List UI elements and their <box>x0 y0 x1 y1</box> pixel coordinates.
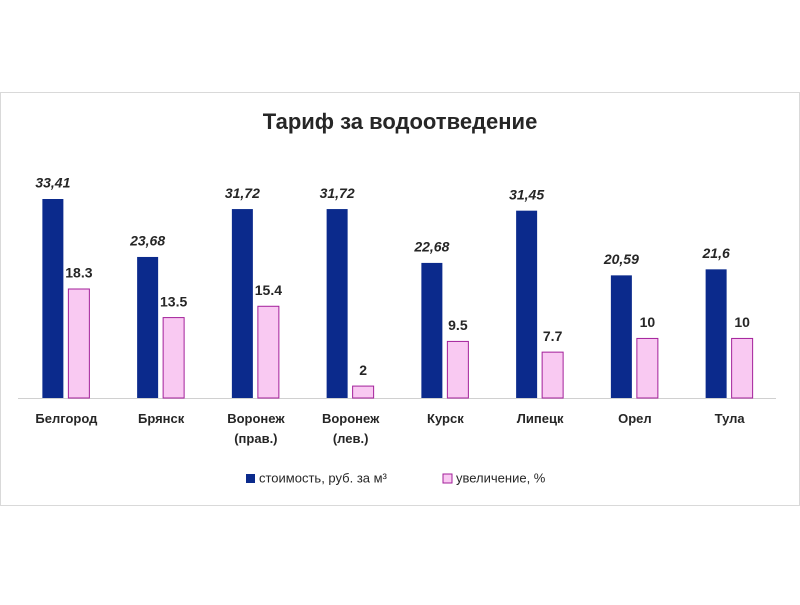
bar <box>137 256 159 398</box>
bar <box>257 305 280 399</box>
value-label: 22,68 <box>413 239 449 255</box>
value-label: 10 <box>640 314 656 330</box>
legend-label: стоимость, руб. за м³ <box>259 470 388 485</box>
value-label: 9.5 <box>448 317 468 333</box>
value-label: 20,59 <box>603 251 639 267</box>
bar <box>162 317 185 399</box>
value-label: 13.5 <box>160 293 187 309</box>
value-label: 23,68 <box>129 233 165 249</box>
value-label: 31,72 <box>320 185 355 201</box>
bar <box>516 210 538 398</box>
x-tick-label: Белгород <box>35 411 98 426</box>
bar <box>67 288 90 399</box>
bar <box>731 337 754 399</box>
x-tick-label: Тула <box>715 411 746 426</box>
value-label: 15.4 <box>255 282 282 298</box>
value-label: 31,72 <box>225 185 260 201</box>
legend-swatch <box>246 474 255 483</box>
bar <box>231 209 253 398</box>
bar <box>352 385 375 399</box>
bar <box>541 351 564 399</box>
bar <box>42 199 64 398</box>
bar <box>421 262 443 398</box>
chart-frame <box>0 92 800 506</box>
value-label: 21,6 <box>702 245 730 261</box>
x-tick-label: Воронеж (прав.) <box>227 411 285 446</box>
bar <box>610 275 632 398</box>
chart-title: Тариф за водоотведение <box>263 109 538 134</box>
bar <box>636 337 659 399</box>
value-label: 2 <box>359 362 367 378</box>
bar <box>705 269 727 398</box>
bar <box>446 340 469 399</box>
value-label: 31,45 <box>509 186 544 202</box>
bar <box>326 209 348 398</box>
legend-label: увеличение, % <box>456 470 546 485</box>
value-label: 33,41 <box>35 175 70 191</box>
value-label: 7.7 <box>543 328 563 344</box>
x-tick-label: Курск <box>427 411 464 426</box>
legend-swatch <box>442 473 453 484</box>
value-label: 18.3 <box>65 265 92 281</box>
value-label: 10 <box>734 314 750 330</box>
x-tick-label: Брянск <box>138 411 185 426</box>
x-tick-label: Липецк <box>517 411 564 426</box>
x-tick-label: Орел <box>618 411 652 426</box>
x-tick-label: Воронеж (лев.) <box>322 411 380 446</box>
